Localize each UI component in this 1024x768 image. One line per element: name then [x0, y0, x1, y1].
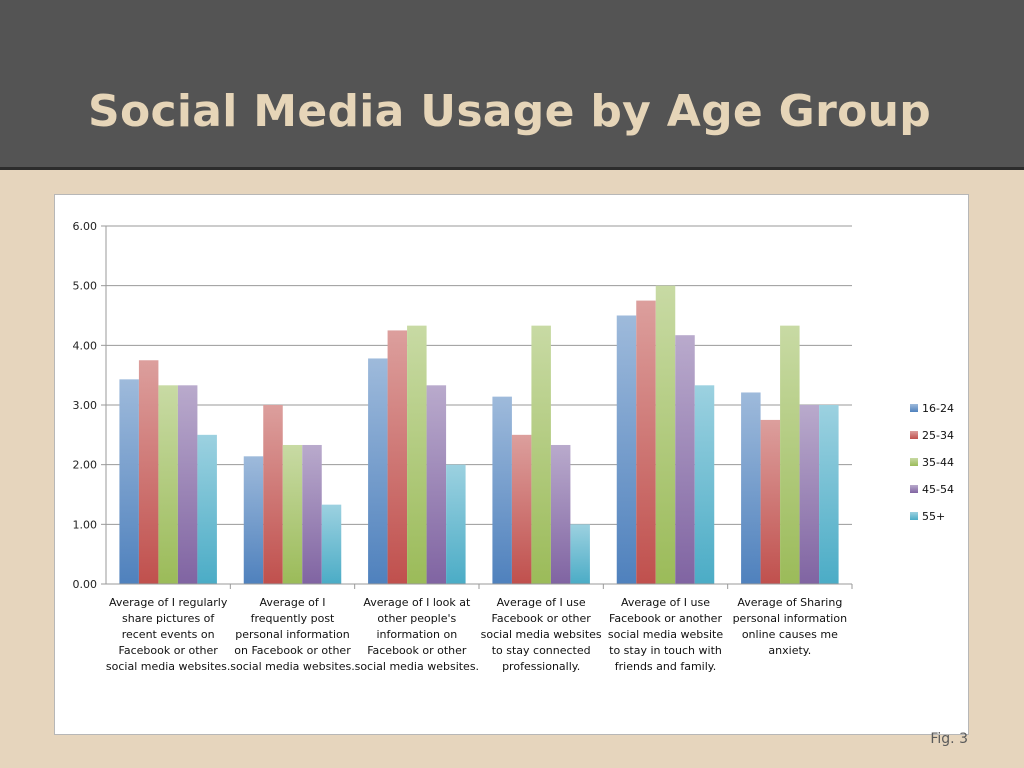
- bar-35-44: [282, 444, 303, 584]
- bar-35-44: [407, 325, 427, 584]
- bar-16-24: [119, 379, 139, 584]
- legend-swatch: [910, 512, 918, 520]
- bar-16-24: [492, 396, 512, 584]
- bar-25-34: [387, 330, 408, 584]
- y-tick-label: 3.00: [73, 399, 98, 412]
- bar-55plus: [197, 434, 217, 584]
- bar-55plus: [694, 385, 715, 584]
- bar-35-44: [531, 325, 551, 584]
- bar-55plus: [446, 464, 466, 584]
- bar-25-34: [138, 360, 159, 584]
- bar-16-24: [616, 315, 637, 584]
- legend-swatch: [910, 458, 918, 466]
- y-tick-label: 1.00: [73, 518, 98, 531]
- bar-25-34: [511, 434, 532, 584]
- x-tick-label: Average of I look at other people's inform…: [355, 596, 479, 673]
- x-tick-label: Average of Sharing personal information on…: [733, 596, 848, 657]
- legend-label: 16-24: [922, 402, 954, 415]
- bar-16-24: [243, 456, 264, 584]
- bar-chart: 0.00 1.00 2.00 3.00 4.00 5.00 6.00 Average of I…: [73, 220, 954, 673]
- y-tick-label: 0.00: [73, 578, 98, 591]
- bar-55plus: [570, 524, 590, 584]
- bar-35-44: [158, 385, 178, 584]
- bar-45-54: [799, 405, 820, 584]
- bar-35-44: [655, 285, 676, 584]
- bar-45-54: [675, 335, 695, 584]
- y-tick-label: 5.00: [73, 280, 98, 293]
- page-title: Social Media Usage by Age Group: [88, 86, 932, 137]
- chart-panel: 0.00 1.00 2.00 3.00 4.00 5.00 6.00 Average of I…: [54, 194, 969, 735]
- y-tick-label: 4.00: [73, 339, 98, 352]
- bar-35-44: [780, 325, 800, 584]
- bar-25-34: [263, 405, 283, 584]
- legend-label: 55+: [922, 510, 945, 523]
- bar-55plus: [819, 405, 839, 584]
- figure-label: Fig. 3: [930, 731, 968, 747]
- bar-55plus: [321, 504, 342, 584]
- legend-label: 45-54: [922, 483, 954, 496]
- bar-45-54: [550, 444, 571, 584]
- legend-label: 25-34: [922, 429, 954, 442]
- x-tick-label: Average of I use Facebook or another socia…: [608, 596, 723, 673]
- slide-header: [0, 0, 1024, 170]
- bar-16-24: [741, 392, 761, 584]
- x-tick-label: Average of I regularly share pictures of r…: [106, 596, 230, 673]
- y-tick-label: 2.00: [73, 459, 98, 472]
- y-tick-label: 6.00: [73, 220, 98, 233]
- bar-45-54: [177, 385, 198, 584]
- bar-45-54: [426, 385, 447, 584]
- bar-25-34: [636, 300, 656, 584]
- bar-16-24: [368, 358, 388, 584]
- legend-swatch: [910, 404, 918, 412]
- legend-swatch: [910, 431, 918, 439]
- bar-25-34: [760, 419, 781, 584]
- legend-swatch: [910, 485, 918, 493]
- x-tick-label: Average of I use Facebook or other social …: [481, 596, 602, 673]
- legend-label: 35-44: [922, 456, 954, 469]
- bar-45-54: [302, 444, 322, 584]
